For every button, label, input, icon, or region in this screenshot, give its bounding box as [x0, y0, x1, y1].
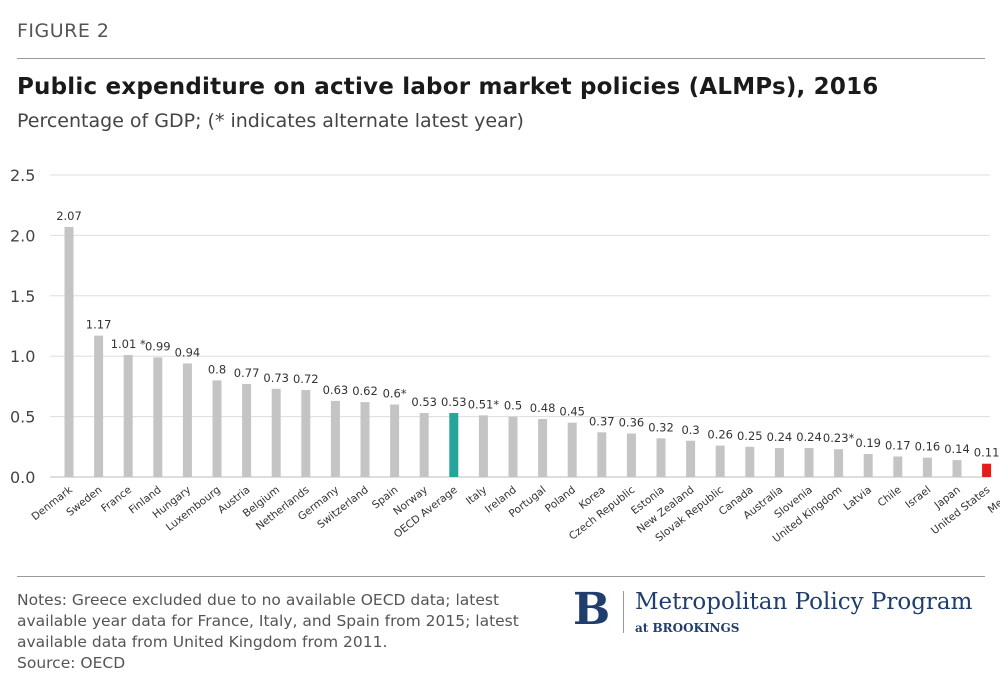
- data-label: 0.6*: [383, 387, 407, 401]
- chart-title: Public expenditure on active labor marke…: [17, 74, 879, 100]
- notes-line: available data from United Kingdom from …: [17, 633, 388, 651]
- data-label: 0.14: [944, 442, 970, 456]
- x-tick-label: Israel: [903, 484, 933, 511]
- source-line: Source: OECD: [17, 654, 126, 672]
- data-label: 0.73: [263, 371, 289, 385]
- x-tick-label: Latvia: [841, 484, 874, 513]
- data-label: 0.53: [441, 395, 467, 409]
- bar: [745, 446, 755, 477]
- bar: [656, 438, 666, 477]
- bar: [626, 433, 636, 477]
- data-label: 0.16: [915, 440, 941, 454]
- data-label: 2.07: [56, 209, 82, 223]
- bar: [449, 412, 459, 477]
- data-label: 0.26: [707, 428, 733, 442]
- top-divider: [17, 58, 985, 59]
- bar: [952, 460, 962, 477]
- bar: [153, 357, 163, 477]
- bar: [271, 388, 281, 477]
- bar: [242, 383, 252, 477]
- bar: [804, 448, 814, 477]
- y-tick-label: 0.5: [10, 408, 35, 427]
- bar: [893, 456, 903, 477]
- bar: [508, 416, 518, 477]
- bar: [212, 380, 222, 477]
- y-tick-label: 1.5: [10, 287, 35, 306]
- logo-divider: [623, 591, 624, 633]
- bar: [64, 226, 74, 477]
- y-tick-label: 1.0: [10, 347, 35, 366]
- logo-mark: B: [573, 584, 611, 635]
- data-label: 0.72: [293, 372, 319, 386]
- x-tick-label: Poland: [543, 484, 578, 515]
- data-label: 0.36: [619, 416, 645, 430]
- bar: [478, 415, 488, 477]
- data-label: 0.32: [648, 420, 674, 434]
- brookings-logo: B Metropolitan Policy Program at BROOKIN…: [573, 584, 985, 638]
- data-label: 0.3: [681, 423, 699, 437]
- data-label: 0.24: [767, 430, 793, 444]
- y-tick-label: 0.0: [10, 468, 35, 487]
- bar: [922, 457, 932, 477]
- bar: [419, 412, 429, 477]
- x-tick-label: Chile: [876, 484, 904, 510]
- bar: [360, 402, 370, 477]
- bar: [597, 432, 607, 477]
- chart-notes: Notes: Greece excluded due to no availab…: [17, 590, 557, 674]
- data-label: 0.23*: [823, 431, 855, 445]
- data-label: 0.53: [411, 395, 437, 409]
- x-tick-label: Denmark: [29, 483, 75, 523]
- y-tick-label: 2.5: [10, 166, 35, 185]
- data-label: 1.17: [86, 318, 112, 332]
- data-label: 0.8: [208, 362, 226, 376]
- bar: [982, 463, 992, 477]
- data-label: 0.17: [885, 438, 911, 452]
- data-label: 0.63: [323, 383, 349, 397]
- data-label: 0.37: [589, 414, 615, 428]
- bar: [94, 335, 104, 477]
- data-label: 0.48: [530, 401, 556, 415]
- data-label: 0.19: [855, 436, 881, 450]
- bar: [390, 404, 400, 477]
- bar: [834, 449, 844, 477]
- bar: [330, 400, 340, 477]
- bar: [567, 422, 577, 477]
- bar: [123, 354, 133, 477]
- figure-label: FIGURE 2: [17, 20, 110, 42]
- bar: [774, 448, 784, 477]
- logo-program-name: Metropolitan Policy Program: [635, 589, 973, 615]
- notes-line: Notes: Greece excluded due to no availab…: [17, 591, 500, 609]
- data-label: 0.77: [234, 366, 260, 380]
- data-label: 0.94: [175, 345, 201, 359]
- data-label: 1.01 *: [111, 337, 146, 351]
- data-label: 0.5: [504, 399, 522, 413]
- bar: [538, 419, 548, 477]
- data-label: 0.24: [796, 430, 822, 444]
- data-label: 0.25: [737, 429, 763, 443]
- bottom-divider: [17, 576, 985, 577]
- data-label: 0.62: [352, 384, 378, 398]
- bar: [863, 454, 873, 477]
- notes-line: available year data for France, Italy, a…: [17, 612, 519, 630]
- data-label: 0.51*: [468, 397, 500, 411]
- bar: [686, 440, 696, 477]
- data-label: 0.11: [974, 446, 1000, 460]
- bar: [301, 390, 311, 477]
- data-label: 0.99: [145, 339, 171, 353]
- y-tick-label: 2.0: [10, 226, 35, 245]
- chart-subtitle: Percentage of GDP; (* indicates alternat…: [17, 110, 524, 132]
- bar-chart: 0.00.51.01.52.02.52.07Denmark1.17Sweden1…: [10, 166, 1000, 545]
- data-label: 0.45: [559, 405, 585, 419]
- logo-subtitle: at BROOKINGS: [635, 621, 740, 635]
- bar: [182, 363, 192, 477]
- bar: [715, 445, 725, 477]
